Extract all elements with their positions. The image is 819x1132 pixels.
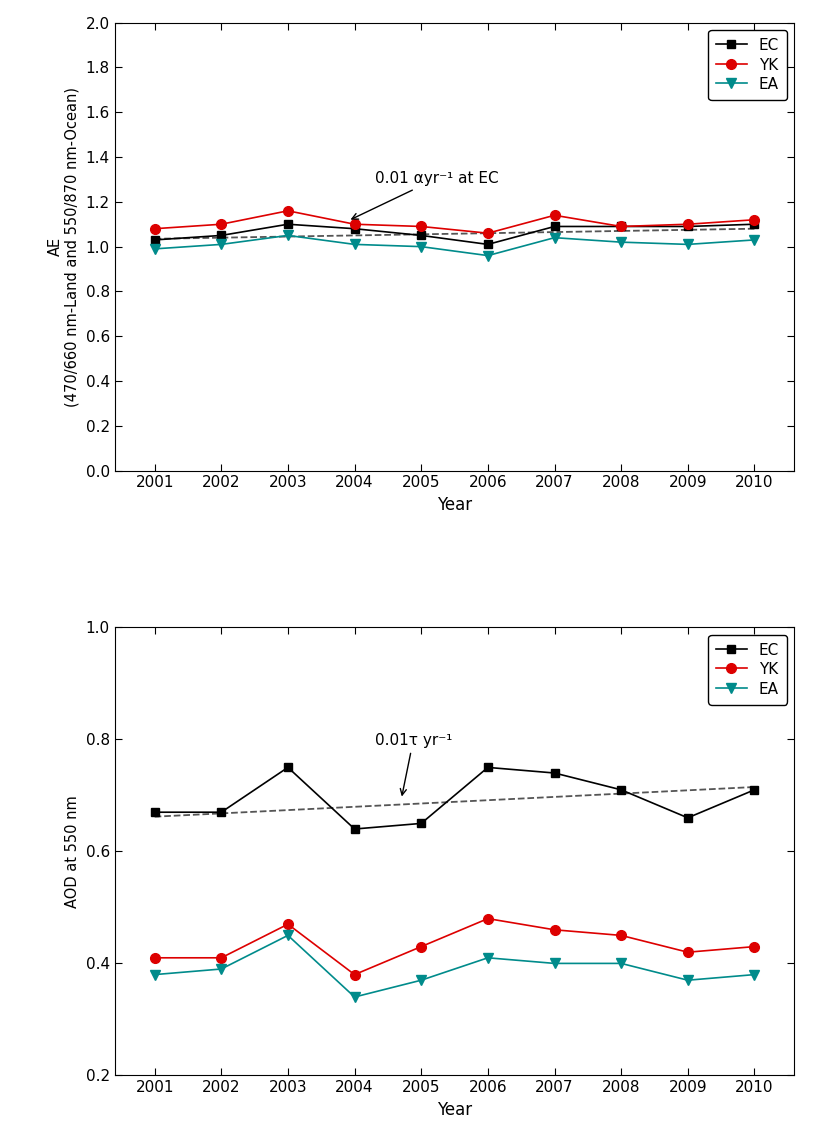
YK <box>283 917 293 931</box>
EA <box>150 242 160 256</box>
EA <box>283 229 293 242</box>
EC <box>683 811 693 824</box>
Text: 0.01 αyr⁻¹ at EC: 0.01 αyr⁻¹ at EC <box>352 171 498 220</box>
YK <box>749 940 759 953</box>
EC <box>616 220 626 233</box>
Line: YK: YK <box>150 206 759 238</box>
YK <box>283 204 293 217</box>
YK <box>483 226 493 240</box>
EA <box>616 235 626 249</box>
YK <box>350 968 360 981</box>
EA <box>350 238 360 251</box>
EA <box>483 951 493 964</box>
EC <box>150 233 160 247</box>
Y-axis label: AOD at 550 nm: AOD at 550 nm <box>65 795 80 908</box>
Y-axis label: AE
(470/660 nm-Land and 550/870 nm-Ocean): AE (470/660 nm-Land and 550/870 nm-Ocean… <box>48 87 80 406</box>
EA <box>683 974 693 987</box>
EA <box>350 990 360 1004</box>
Legend: EC, YK, EA: EC, YK, EA <box>708 31 787 100</box>
YK <box>616 928 626 942</box>
YK <box>416 940 426 953</box>
Line: EC: EC <box>151 763 758 833</box>
EC <box>749 783 759 797</box>
EA <box>150 968 160 981</box>
YK <box>216 217 226 231</box>
YK <box>616 220 626 233</box>
EC <box>550 220 559 233</box>
YK <box>216 951 226 964</box>
YK <box>550 208 559 222</box>
EA <box>550 231 559 245</box>
YK <box>150 951 160 964</box>
YK <box>683 945 693 959</box>
YK <box>483 911 493 925</box>
Line: EA: EA <box>150 231 759 260</box>
EA <box>483 249 493 263</box>
EA <box>216 962 226 976</box>
EA <box>550 957 559 970</box>
EA <box>216 238 226 251</box>
Line: EC: EC <box>151 220 758 249</box>
Text: 0.01τ yr⁻¹: 0.01τ yr⁻¹ <box>374 732 452 795</box>
YK <box>550 923 559 936</box>
EC <box>150 805 160 818</box>
EC <box>350 222 360 235</box>
EA <box>283 928 293 942</box>
EA <box>683 238 693 251</box>
EA <box>416 974 426 987</box>
EC <box>550 766 559 780</box>
EC <box>616 783 626 797</box>
EC <box>350 822 360 835</box>
EC <box>416 816 426 830</box>
YK <box>683 217 693 231</box>
EC <box>416 229 426 242</box>
EA <box>416 240 426 254</box>
Line: YK: YK <box>150 914 759 979</box>
YK <box>350 217 360 231</box>
YK <box>150 222 160 235</box>
Line: EA: EA <box>150 931 759 1002</box>
EC <box>683 220 693 233</box>
EA <box>616 957 626 970</box>
EA <box>749 233 759 247</box>
EC <box>483 238 493 251</box>
EC <box>483 761 493 774</box>
EC <box>283 761 293 774</box>
X-axis label: Year: Year <box>437 496 472 514</box>
EC <box>216 805 226 818</box>
YK <box>749 213 759 226</box>
YK <box>416 220 426 233</box>
EC <box>283 217 293 231</box>
EC <box>749 217 759 231</box>
EA <box>749 968 759 981</box>
EC <box>216 229 226 242</box>
X-axis label: Year: Year <box>437 1100 472 1118</box>
Legend: EC, YK, EA: EC, YK, EA <box>708 635 787 704</box>
